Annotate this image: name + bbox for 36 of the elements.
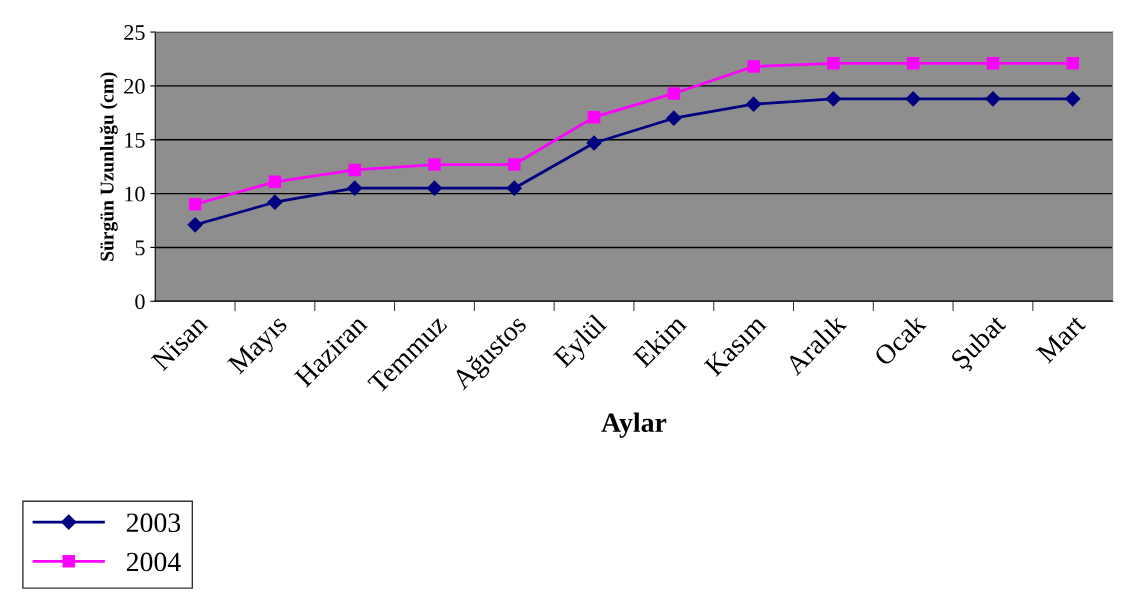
x-tick-label: Mart xyxy=(1035,313,1087,364)
point xyxy=(587,110,601,124)
point xyxy=(347,180,363,196)
point xyxy=(985,91,1001,107)
legend-label: 2003 xyxy=(126,513,181,533)
point xyxy=(746,96,762,112)
point xyxy=(188,198,202,211)
point xyxy=(586,135,602,151)
point xyxy=(827,57,840,70)
point xyxy=(747,60,760,73)
point xyxy=(426,180,443,196)
y-axis-title: Sürgün Uzunluğu (cm) xyxy=(99,72,118,261)
point xyxy=(508,158,521,171)
y-tick-label: 0 xyxy=(135,294,145,310)
point xyxy=(666,110,682,126)
y-tick-label: 5 xyxy=(135,240,145,256)
point xyxy=(986,57,1000,70)
point xyxy=(506,180,522,196)
y-tick-label: 20 xyxy=(124,78,145,94)
y-tick-label: 15 xyxy=(125,132,145,148)
point xyxy=(667,87,681,100)
point xyxy=(348,163,361,177)
point xyxy=(825,91,841,107)
point xyxy=(267,194,283,210)
point xyxy=(268,175,282,189)
point xyxy=(1066,57,1079,70)
point xyxy=(905,91,921,107)
x-axis-title: Aylar xyxy=(601,412,667,438)
point xyxy=(428,158,441,171)
x-tick-label: Ocak xyxy=(872,312,927,367)
legend-label: 2004 xyxy=(126,552,181,572)
y-tick-label: 10 xyxy=(125,186,145,202)
point xyxy=(906,57,920,70)
y-tick-label: 25 xyxy=(124,25,145,40)
point xyxy=(1065,91,1081,107)
point xyxy=(187,217,203,233)
